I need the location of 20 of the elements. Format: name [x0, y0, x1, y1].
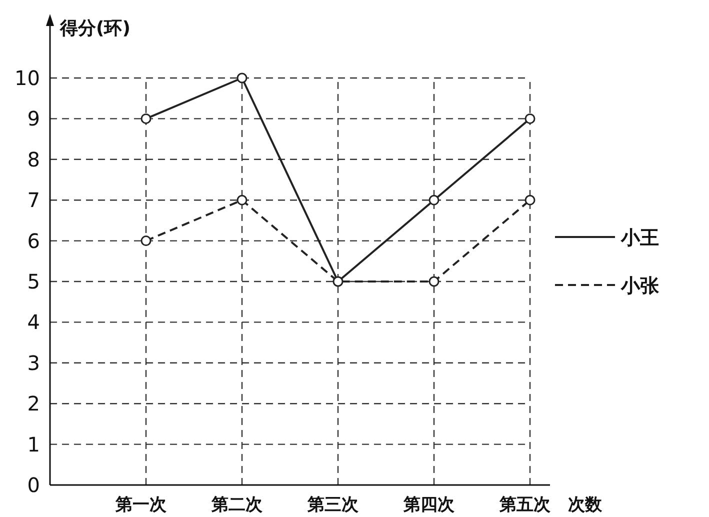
- y-tick-label: 3: [27, 350, 40, 375]
- legend-label: 小张: [620, 275, 660, 297]
- y-tick-label: 5: [27, 270, 40, 294]
- x-tick-label: 第四次: [402, 495, 456, 515]
- y-tick-label: 1: [27, 432, 40, 456]
- y-tick-label: 4: [27, 310, 40, 334]
- y-tick-label: 9: [27, 106, 40, 131]
- y-axis-title: 得分(环): [59, 18, 130, 39]
- x-tick-label: 第一次: [114, 495, 168, 515]
- y-tick-label: 0: [27, 473, 40, 497]
- x-tick-label: 第二次: [210, 495, 264, 515]
- y-tick-label: 8: [27, 147, 40, 172]
- x-tick-label: 第五次: [498, 495, 552, 515]
- y-tick-label: 6: [27, 228, 40, 253]
- legend-label: 小王: [620, 227, 659, 249]
- y-tick-label: 2: [27, 392, 40, 416]
- x-axis-title: 次数: [568, 495, 603, 515]
- y-tick-label: 10: [14, 66, 40, 90]
- x-tick-label: 第三次: [306, 495, 360, 515]
- y-tick-label: 7: [27, 188, 40, 212]
